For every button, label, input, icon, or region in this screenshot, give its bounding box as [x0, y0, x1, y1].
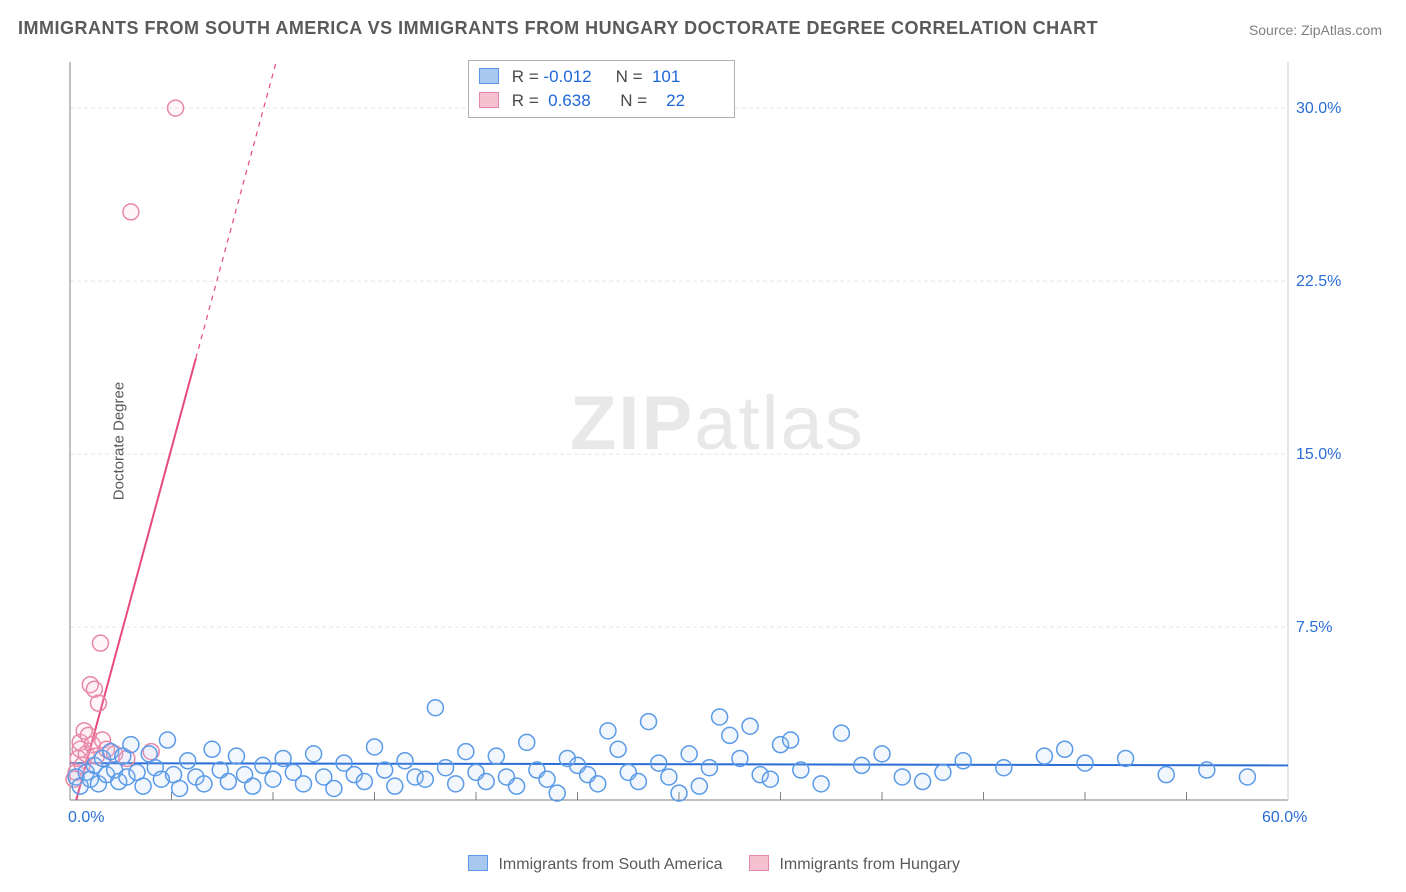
- swatch-sa: [479, 68, 499, 84]
- bottom-legend: Immigrants from South America Immigrants…: [0, 855, 1406, 874]
- svg-text:30.0%: 30.0%: [1296, 100, 1341, 117]
- svg-text:60.0%: 60.0%: [1262, 809, 1307, 826]
- n-label: N =: [616, 67, 643, 86]
- source-label: Source:: [1249, 22, 1297, 38]
- svg-text:7.5%: 7.5%: [1296, 619, 1332, 636]
- swatch-sa-bottom: [468, 855, 488, 871]
- svg-text:15.0%: 15.0%: [1296, 446, 1341, 463]
- r-value-sa: -0.012: [543, 65, 601, 89]
- r-label: R =: [512, 67, 539, 86]
- y-axis-label: Doctorate Degree: [111, 382, 128, 500]
- stats-row-hu: R = 0.638 N = 22: [479, 89, 724, 113]
- legend-label-hu: Immigrants from Hungary: [779, 856, 960, 873]
- swatch-hu: [479, 92, 499, 108]
- n-value-hu: 22: [666, 89, 724, 113]
- n-value-sa: 101: [652, 65, 710, 89]
- source-attribution: Source: ZipAtlas.com: [1249, 22, 1382, 38]
- swatch-hu-bottom: [749, 855, 769, 871]
- svg-text:22.5%: 22.5%: [1296, 273, 1341, 290]
- stats-legend: R = -0.012 N = 101 R = 0.638 N = 22: [468, 60, 735, 118]
- svg-text:0.0%: 0.0%: [68, 809, 104, 826]
- chart-svg: 7.5% 15.0% 22.5% 30.0% 0.0% 60.0%: [52, 50, 1352, 832]
- n-label: N =: [620, 91, 647, 110]
- r-label: R =: [512, 91, 539, 110]
- source-link[interactable]: ZipAtlas.com: [1301, 22, 1382, 38]
- plot-area: Doctorate Degree 7.5% 15.0% 22.5% 30.0% 0.0%…: [52, 50, 1352, 832]
- r-value-hu: 0.638: [548, 89, 606, 113]
- chart-title: IMMIGRANTS FROM SOUTH AMERICA VS IMMIGRA…: [18, 18, 1098, 39]
- stats-row-sa: R = -0.012 N = 101: [479, 65, 724, 89]
- legend-label-sa: Immigrants from South America: [498, 856, 722, 873]
